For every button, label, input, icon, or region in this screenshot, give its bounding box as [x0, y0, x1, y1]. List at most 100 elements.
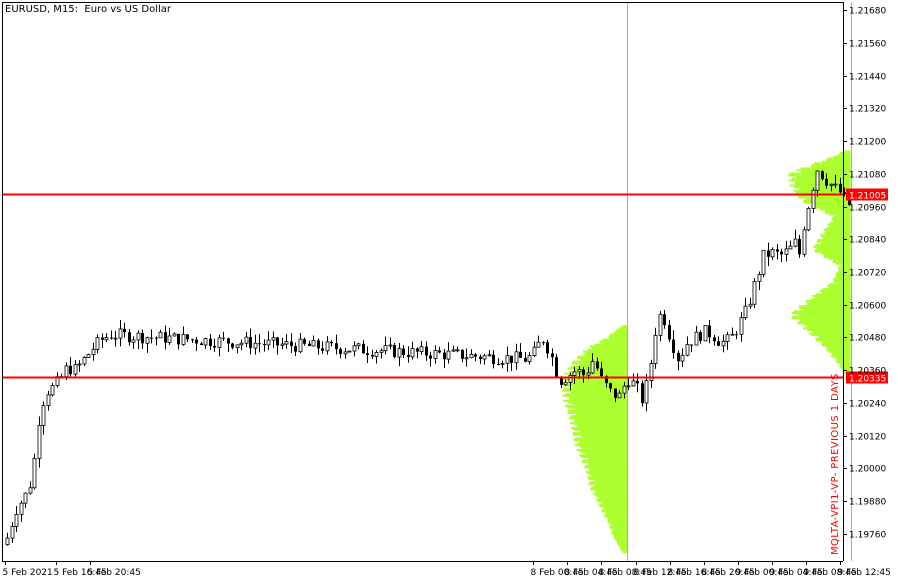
volume-profile-bar [565, 379, 627, 382]
candle-body-bearish [263, 344, 266, 346]
volume-profile-bar [579, 440, 627, 443]
candle-body-bearish [780, 251, 783, 255]
volume-profile-bar [614, 534, 627, 537]
time-tick-label: 9 Feb 04:45 [770, 568, 823, 578]
volume-profile-bar [585, 464, 627, 467]
candle-body-bullish [626, 385, 631, 388]
price-tick-label: 1.20840 [849, 236, 886, 246]
candle-body-bearish [519, 351, 522, 358]
candle-body-bearish [717, 341, 720, 346]
volume-profile-bar [585, 452, 627, 455]
volume-profile-bar [814, 296, 851, 299]
volume-profile-bar [816, 240, 851, 243]
candle-body-bearish [177, 333, 180, 345]
volume-profile-bar [816, 339, 851, 342]
volume-profile-bar [589, 469, 627, 472]
volume-profile-bar [587, 476, 627, 479]
volume-profile-bar [821, 342, 851, 345]
volume-profile-bar [620, 549, 627, 552]
volume-profile-layer [561, 150, 851, 554]
candle-body-bullish [694, 331, 699, 346]
volume-profile-bar [796, 169, 851, 172]
volume-profile-bar [563, 387, 627, 391]
volume-profile-bar [816, 247, 851, 250]
volume-profile-bar [618, 544, 627, 547]
volume-profile-bar [599, 340, 627, 343]
price-level-label-box [846, 188, 888, 201]
price-tick-label: 1.20000 [849, 465, 886, 475]
volume-profile-bar [800, 318, 851, 321]
volume-profile-bar [619, 546, 627, 549]
volume-profile-bar [581, 447, 627, 450]
candle-body-bullish [388, 344, 393, 347]
price-tick-label: 1.20720 [849, 269, 886, 279]
price-level-label: 1.20335 [849, 375, 886, 385]
candle-body-bullish [806, 208, 811, 231]
candle-body-bullish [64, 365, 69, 378]
candle-body-bearish [690, 344, 693, 346]
volume-profile-bar [798, 196, 851, 199]
candle-body-bearish [164, 332, 167, 343]
volume-profile-bar [575, 408, 627, 411]
volume-profile-bar [576, 413, 627, 416]
volume-profile-bar [579, 454, 627, 457]
price-tick-label: 1.21440 [849, 73, 886, 83]
volume-profile-bar [803, 199, 851, 202]
volume-profile-bar [829, 221, 851, 225]
candle-body-bullish [451, 349, 456, 352]
volume-profile-bar [583, 466, 627, 469]
volume-profile-bar [584, 353, 627, 357]
volume-profile-bar [600, 342, 627, 345]
chart-title: EURUSD, M15: Euro vs US Dollar [5, 4, 172, 15]
candle-body-bullish [239, 342, 244, 346]
price-tick-label: 1.21200 [849, 138, 886, 148]
candle-body-bullish [793, 238, 798, 247]
candle-body-bullish [536, 341, 541, 348]
time-tick-label: 9 Feb 08:45 [804, 568, 857, 578]
period-separator-layer [627, 2, 852, 561]
volume-profile-bar [834, 215, 851, 218]
volume-profile-bar [832, 259, 851, 262]
candle-body-bearish [443, 352, 446, 360]
candle-body-bullish [532, 346, 537, 357]
candle-body-bullish [356, 343, 361, 347]
volume-profile-bar [835, 276, 851, 279]
volume-profile-bar [837, 267, 851, 270]
candle-body-bearish [141, 333, 144, 344]
volume-profile-bar [602, 338, 627, 341]
volume-profile-bar [563, 384, 627, 387]
volume-profile-bar [573, 428, 627, 431]
volume-profile-bar [611, 532, 627, 535]
candle-body-bullish [28, 487, 33, 494]
candle-body-bullish [433, 350, 438, 360]
candle-body-bullish [505, 355, 510, 364]
candle-body-bearish [123, 328, 126, 333]
volume-profile-bar [565, 393, 627, 396]
candle-body-bearish [560, 377, 563, 385]
volume-profile-bar [814, 162, 851, 165]
volume-profile-bar [599, 505, 627, 508]
candle-body-bullish [145, 337, 150, 344]
volume-profile-bar [571, 362, 627, 365]
candle-body-bullish [19, 502, 24, 515]
volume-profile-bar [832, 220, 851, 223]
candle-body-bullish [725, 334, 730, 342]
candle-body-bullish [347, 350, 352, 353]
candle-body-bearish [429, 355, 432, 359]
volume-profile-bar [567, 411, 627, 414]
volume-profile-bar [577, 357, 627, 360]
candle-body-bullish [167, 335, 172, 344]
candle-body-bullish [217, 337, 222, 348]
volume-profile-bar [821, 291, 851, 294]
candle-body-bullish [203, 338, 208, 346]
volume-profile-bar [622, 325, 627, 328]
volume-profile-bar [838, 266, 851, 269]
volume-profile-bar [573, 420, 627, 423]
volume-profile-bar [565, 404, 627, 408]
volume-profile-bar [594, 484, 627, 487]
candle-body-bearish [155, 337, 158, 339]
candle-body-bearish [839, 183, 842, 193]
volume-profile-bar [601, 510, 627, 513]
